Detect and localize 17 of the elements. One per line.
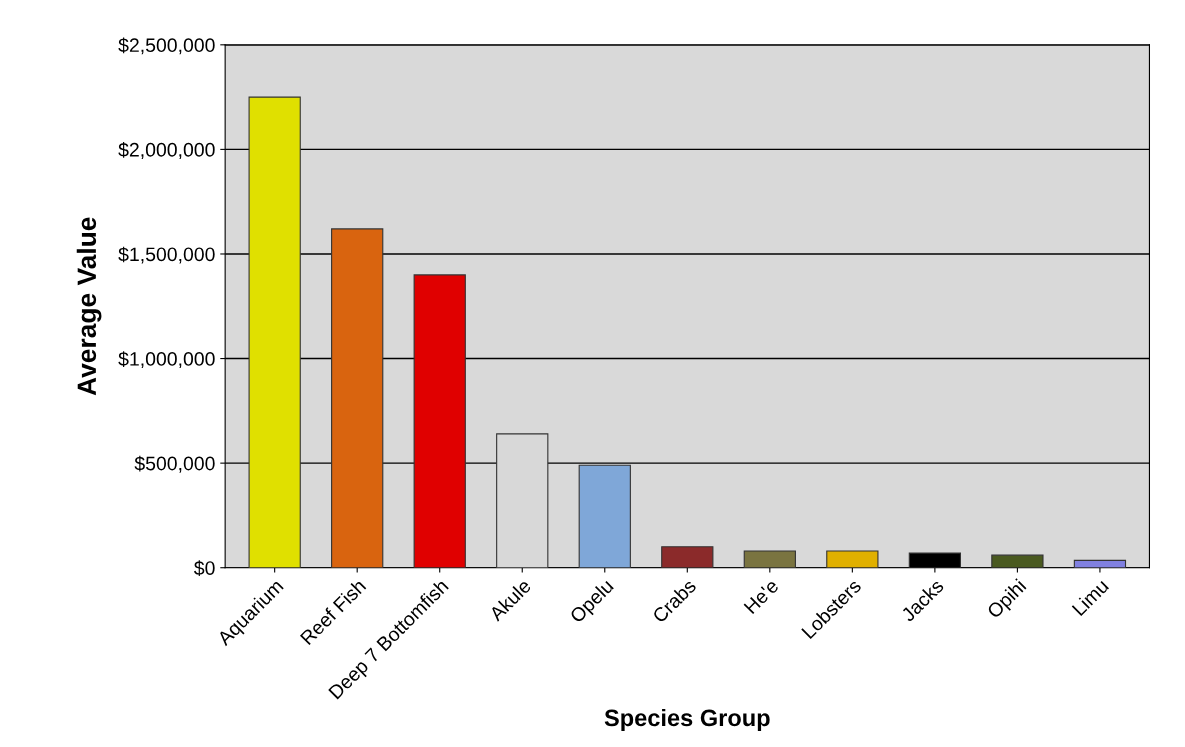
bar (991, 554, 1044, 568)
y-tick-label: $500,000 (134, 455, 215, 473)
bar (826, 550, 879, 568)
y-tick-label: $0 (194, 560, 215, 577)
y-tick-label: $1,500,000 (118, 246, 215, 264)
y-tick-label: $2,000,000 (118, 142, 215, 159)
bar (578, 464, 631, 568)
x-axis-title: Species Group (604, 708, 770, 731)
bar (743, 550, 796, 568)
y-tick-label: $2,500,000 (118, 37, 215, 55)
x-tick-label: He'e (743, 578, 780, 615)
bar (413, 274, 466, 568)
bar (661, 546, 714, 568)
bar (248, 96, 301, 568)
y-tick-label: $1,000,000 (118, 351, 215, 369)
y-axis-title: Average Value (76, 217, 102, 396)
bar (331, 228, 384, 568)
